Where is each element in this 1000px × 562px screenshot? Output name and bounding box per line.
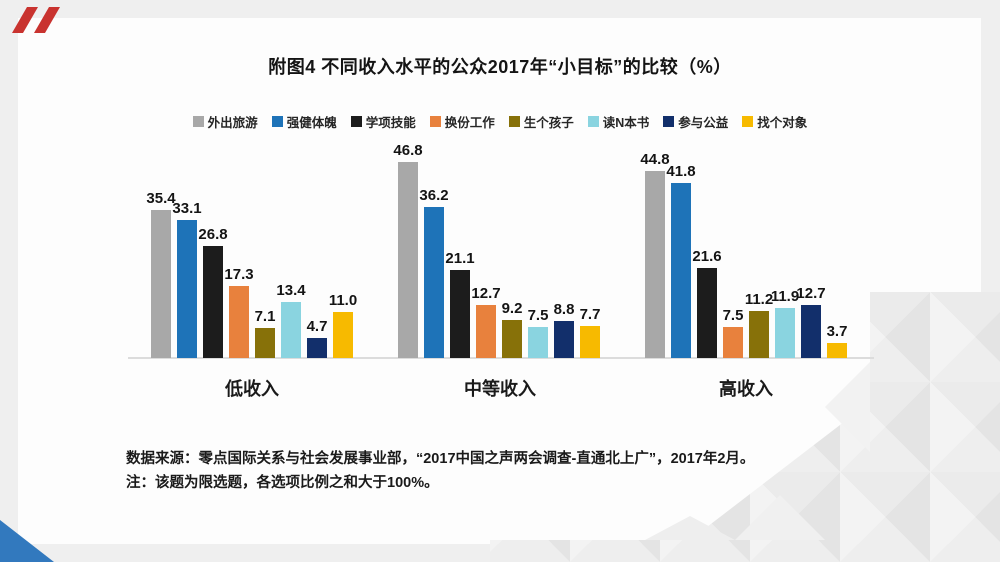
- bar: [801, 305, 821, 358]
- bar-value-label: 36.2: [419, 187, 449, 204]
- category-label: 高收入: [719, 379, 773, 399]
- category-label: 低收入: [225, 379, 279, 399]
- red-corner-accent-icon: [12, 7, 60, 33]
- bar: [177, 220, 197, 358]
- bar-value-label: 11.9: [770, 288, 800, 305]
- bar-value-label: 26.8: [198, 226, 228, 243]
- bar: [671, 183, 691, 358]
- bar-value-label: 7.7: [579, 306, 601, 323]
- chart-legend: 外出旅游 强健体魄 学项技能 换份工作 生个孩子 读N本书 参与公益 找个对象: [0, 112, 1000, 131]
- bar-value-label: 11.2: [744, 291, 774, 308]
- bar: [229, 286, 249, 358]
- legend-label: 外出旅游: [207, 116, 258, 130]
- legend-item: 参与公益: [663, 112, 728, 131]
- legend-swatch: [429, 116, 441, 127]
- blue-corner-triangle-icon: [0, 520, 54, 562]
- bar-value-label: 12.7: [471, 285, 501, 302]
- bar: [697, 268, 717, 358]
- source-note: 数据来源：零点国际关系与社会发展事业部，“2017中国之声两会调查-直通北上广”…: [126, 451, 755, 467]
- bar: [255, 328, 275, 358]
- bar: [723, 327, 743, 358]
- bar-value-label: 8.8: [553, 301, 575, 318]
- legend-swatch: [742, 116, 754, 127]
- bar: [645, 171, 665, 358]
- bar: [749, 311, 769, 358]
- legend-label: 参与公益: [678, 116, 729, 130]
- bar: [827, 343, 847, 358]
- bar-value-label: 46.8: [393, 142, 423, 159]
- bar: [450, 270, 470, 358]
- legend-item: 生个孩子: [508, 112, 574, 131]
- legend-label: 学项技能: [365, 116, 416, 130]
- legend-swatch: [350, 116, 362, 127]
- bar: [775, 308, 795, 358]
- bar: [424, 207, 444, 358]
- bar-value-label: 33.1: [172, 200, 202, 217]
- bar-value-label: 9.2: [501, 300, 523, 317]
- survey-note: 注：该题为限选题，各选项比例之和大于100%。: [126, 475, 439, 491]
- legend-item: 找个对象: [742, 112, 807, 131]
- footnotes: 数据来源：零点国际关系与社会发展事业部，“2017中国之声两会调查-直通北上广”…: [126, 447, 896, 495]
- bar-value-label: 41.8: [666, 163, 696, 180]
- x-axis-line: [128, 357, 874, 359]
- legend-swatch: [587, 116, 599, 127]
- bar-value-label: 4.7: [306, 318, 328, 335]
- category-label: 中等收入: [464, 379, 536, 399]
- triangle-mosaic-decoration: [490, 292, 1000, 562]
- legend-swatch: [508, 116, 520, 127]
- bar: [333, 312, 353, 358]
- bar: [476, 305, 496, 358]
- bar: [502, 320, 522, 358]
- legend-swatch: [663, 116, 675, 127]
- bar-value-label: 7.5: [527, 307, 549, 324]
- bar-value-label: 44.8: [640, 151, 670, 168]
- bar-value-label: 7.5: [722, 307, 744, 324]
- legend-label: 生个孩子: [523, 116, 574, 130]
- legend-label: 找个对象: [757, 116, 808, 130]
- bar-value-label: 35.4: [146, 190, 176, 207]
- legend-swatch: [271, 116, 283, 127]
- bar-value-label: 21.1: [445, 250, 475, 267]
- bar: [151, 210, 171, 358]
- legend-swatch: [192, 116, 204, 127]
- bar-value-label: 7.1: [254, 308, 276, 325]
- legend-item: 读N本书: [587, 112, 650, 131]
- bar-value-label: 17.3: [224, 266, 254, 283]
- legend-item: 强健体魄: [271, 112, 337, 131]
- bar-value-label: 21.6: [692, 248, 722, 265]
- bar-value-label: 11.0: [328, 292, 358, 309]
- bar: [580, 326, 600, 358]
- legend-label: 强健体魄: [286, 116, 337, 130]
- bar-value-label: 12.7: [796, 285, 826, 302]
- chart-title: 附图4 不同收入水平的公众2017年“小目标”的比较（%）: [268, 57, 732, 77]
- legend-label: 读N本书: [602, 116, 650, 130]
- bar: [554, 321, 574, 358]
- bar-value-label: 13.4: [276, 282, 306, 299]
- legend-label: 换份工作: [444, 116, 495, 130]
- legend-item: 外出旅游: [192, 112, 258, 131]
- legend-item: 换份工作: [429, 112, 495, 131]
- bar: [528, 327, 548, 358]
- legend-item: 学项技能: [350, 112, 416, 131]
- bar: [281, 302, 301, 358]
- bar: [398, 162, 418, 358]
- bar: [203, 246, 223, 358]
- bar: [307, 338, 327, 358]
- bar-value-label: 3.7: [826, 323, 848, 340]
